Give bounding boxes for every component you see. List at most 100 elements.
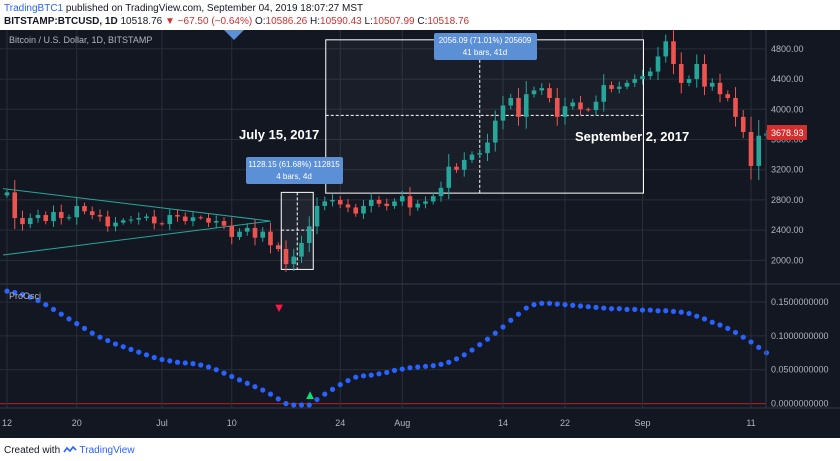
oscillator-point [647,307,653,313]
oscillator-point [66,316,72,322]
candle-body [82,205,87,212]
candle-body [539,88,545,91]
candle-body [748,131,754,166]
candle-body [213,221,219,223]
candle-body [407,196,413,208]
candle-body [120,220,126,223]
candle-body [27,218,33,225]
publish-line: TradingBTC1 published on TradingView.com… [4,3,363,14]
candle-body [322,201,328,206]
candle-body [578,102,583,110]
oscillator-point [748,339,754,345]
oscillator-point [407,365,413,371]
oscillator-point [585,304,591,310]
credit-line: Created with TradingView [4,445,135,456]
candle-body [516,97,521,117]
oscillator-point [275,396,281,402]
oscillator-point [670,308,677,315]
oscillator-point [639,307,646,313]
oscillator-point [492,330,498,336]
measure-label-short [246,157,343,184]
last-price-tag [767,125,807,140]
candle-body [446,166,452,188]
price-axis-label: 4400.00 [771,74,804,84]
measure-long-line2: 41 bars, 41d [463,48,507,57]
time-axis-label: 14 [498,418,508,428]
candle-body [12,192,18,219]
oscillator-point [624,306,630,312]
oscillator-point [337,382,343,388]
oscillator-point [632,306,638,312]
candle-body [283,249,289,265]
oscillator-point [717,322,723,328]
candle-body [415,203,421,208]
candle-body [562,106,568,117]
candle-body [554,97,560,117]
candle-body [97,215,103,217]
candle-body [423,201,428,204]
candle-body [500,105,506,121]
candle-body [229,225,235,237]
candle-body [244,227,250,232]
candle-body [547,88,552,98]
bar-marker-icon [224,30,244,40]
time-axis-label: Jul [156,418,168,428]
oscillator-point [97,334,103,340]
price-change: −67.50 (−0.64%) [177,16,253,27]
candle-body [694,63,700,80]
published-text: published on TradingView.com, September … [65,3,364,14]
measure-short-line1: 1128.15 (61.68%) 112815 [248,160,340,169]
tradingview-brand-link[interactable]: TradingView [79,445,135,456]
oscillator-point [438,361,444,367]
candle-body [655,56,661,72]
time-axis-label: 20 [72,418,82,428]
chart-header: TradingBTC1 published on TradingView.com… [0,0,840,30]
candle-body [725,94,731,98]
oscillator-point [43,302,49,308]
buy-signal-icon: ▲ [304,387,317,402]
low-label: L: [364,16,373,27]
candle-body [678,63,684,83]
candle-body [384,203,390,206]
candle-body [647,71,653,77]
oscillator-point [314,396,320,403]
time-axis-label: 24 [335,418,345,428]
candle-body [438,187,444,197]
oscillator-point [678,309,684,315]
oscillator-point [391,367,398,373]
candle-body [330,199,335,202]
candle-body [593,101,599,111]
measure-long-line1: 2056.09 (71.01%) 205609 [439,36,532,45]
candle-body [159,223,165,225]
candle-body [361,205,366,214]
main-chart-title: Bitcoin / U.S. Dollar, 1D, BITSTAMP [9,35,152,45]
candle-body [206,218,211,223]
candle-body [43,215,49,222]
chart-canvas[interactable]: 4800.004400.004000.003600.003200.002800.… [0,30,840,438]
oscillator-point [182,360,188,366]
oscillator-point [415,364,421,370]
candle-body [345,204,351,208]
candle-body [221,221,227,226]
candle-body [601,85,607,102]
oscillator-axis-label: 0.1000000000 [771,331,829,341]
author-link[interactable]: TradingBTC1 [4,3,64,14]
oscillator-point [12,289,18,296]
oscillator-point [539,300,545,306]
oscillator-point [523,305,529,311]
candle-body [128,219,134,221]
oscillator-point [252,384,258,390]
oscillator-point [508,317,514,323]
oscillator-point [500,324,506,330]
oscillator-point [694,313,700,319]
oscillator-point [469,347,475,353]
candle-body [4,192,10,196]
candle-body [51,212,56,222]
time-axis-label: 12 [2,418,12,428]
candle-body [469,154,475,160]
sell-signal-icon: ▼ [273,300,286,315]
oscillator-point [701,316,708,322]
candle-body [368,199,374,206]
oscillator-point [27,294,33,300]
candle-body [523,94,529,117]
